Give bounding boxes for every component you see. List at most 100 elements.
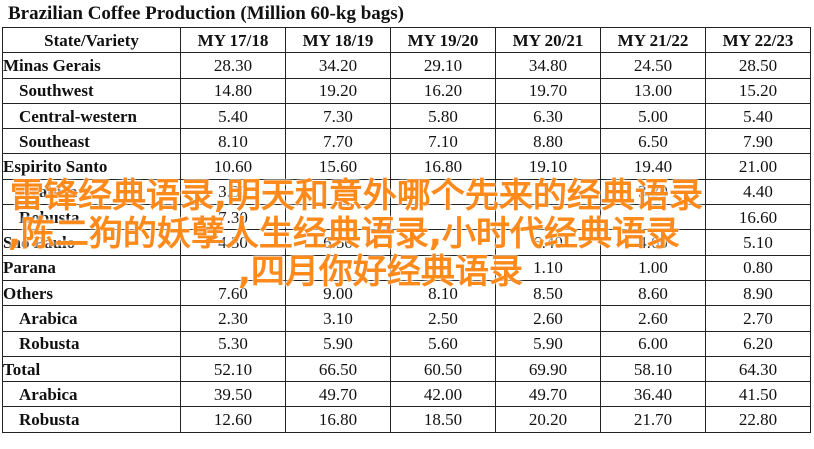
table-cell: 19.70 (495, 77, 601, 104)
table-cell: 7.30 (285, 102, 391, 130)
table-cell: 69.90 (495, 355, 601, 383)
table-row: Sao Paulo 4.30 6.50 6.40 4.60 5.10 (2, 229, 811, 256)
table-cell: 28.30 (180, 52, 286, 79)
table-cell: 1.00 (600, 254, 706, 281)
table-cell (390, 178, 496, 206)
table-cell: 5.90 (285, 330, 391, 357)
table-cell: 8.90 (705, 279, 811, 307)
table-cell: 28.50 (705, 52, 811, 79)
coffee-production-table: State/Variety MY 17/18 MY 18/19 MY 19/20… (2, 26, 811, 433)
table-cell: 8.80 (495, 128, 601, 155)
row-label: Southwest (2, 77, 181, 104)
table-cell: 10.60 (180, 153, 286, 180)
table-cell (495, 178, 601, 206)
table-cell: 49.70 (495, 381, 601, 408)
table-cell: 15.60 (285, 153, 391, 180)
table-cell: 52.10 (180, 355, 286, 383)
table-cell: 2.60 (600, 305, 706, 332)
watermark-text: ,四月你好经典语录 (238, 252, 523, 292)
table-cell: 3.10 (285, 305, 391, 332)
table-cell: 16.60 (705, 204, 811, 231)
column-header: MY 19/20 (390, 26, 496, 54)
table-cell: 6.30 (495, 102, 601, 130)
row-label: Robusta (2, 406, 181, 433)
table-cell: 3.30 (180, 178, 286, 206)
table-cell: 29.10 (390, 52, 496, 79)
table-cell (180, 254, 286, 281)
table-cell: 5.30 (180, 330, 286, 357)
table-row: Robusta 7.30 16.60 (2, 204, 811, 231)
table-cell: 9.00 (285, 279, 391, 307)
table-cell: 64.30 (705, 355, 811, 383)
table-row: Arabica 3.30 3.30 4.40 (2, 178, 811, 206)
table-cell: 7.30 (180, 204, 286, 231)
table-cell: 5.00 (600, 102, 706, 130)
column-header: State/Variety (2, 26, 181, 54)
table-cell: 39.50 (180, 381, 286, 408)
table-row: Robusta 12.60 16.80 18.50 20.20 21.70 22.80 (2, 406, 811, 433)
table-cell: 14.80 (180, 77, 286, 104)
table-cell: 21.70 (600, 406, 706, 433)
table-cell: 41.50 (705, 381, 811, 408)
table-cell: 60.50 (390, 355, 496, 383)
table-cell: 5.10 (705, 229, 811, 256)
table-row: Total 52.10 66.50 60.50 69.90 58.10 64.30 (2, 355, 811, 383)
table-cell: 49.70 (285, 381, 391, 408)
column-header: MY 17/18 (180, 26, 286, 54)
column-header: MY 20/21 (495, 26, 601, 54)
table-cell (600, 204, 706, 231)
table-cell: 21.00 (705, 153, 811, 180)
table-cell: 0.80 (705, 254, 811, 281)
table-cell: 2.70 (705, 305, 811, 332)
table-cell: 4.30 (180, 229, 286, 256)
table-cell: 66.50 (285, 355, 391, 383)
table-cell: 5.90 (495, 330, 601, 357)
table-cell: 16.80 (285, 406, 391, 433)
table-cell: 13.00 (600, 77, 706, 104)
table-cell: 6.40 (495, 229, 601, 256)
table-row: Southeast 8.10 7.70 7.10 8.80 6.50 7.90 (2, 128, 811, 155)
table-cell: 4.40 (705, 178, 811, 206)
table-cell: 6.00 (600, 330, 706, 357)
table-cell (285, 204, 391, 231)
table-row: Arabica 2.30 3.10 2.50 2.60 2.60 2.70 (2, 305, 811, 332)
table-row: Arabica 39.50 49.70 42.00 49.70 36.40 41.50 (2, 381, 811, 408)
table-cell: 19.40 (600, 153, 706, 180)
table-cell: 42.00 (390, 381, 496, 408)
table-cell: 36.40 (600, 381, 706, 408)
table-body: Minas Gerais 28.30 34.20 29.10 34.80 24.50 28.… (2, 52, 811, 433)
table-cell: 16.20 (390, 77, 496, 104)
table-cell: 6.50 (285, 229, 391, 256)
table-cell: 5.60 (390, 330, 496, 357)
table-cell: 8.60 (600, 279, 706, 307)
watermark-text: 雷锋经典语录,明天和意外哪个先来的经典语录 (10, 176, 703, 216)
column-header: MY 21/22 (600, 26, 706, 54)
table-cell: 6.20 (705, 330, 811, 357)
table-cell (285, 178, 391, 206)
table-cell: 34.80 (495, 52, 601, 79)
table-row: Central-western 5.40 7.30 5.80 6.30 5.00 5.40 (2, 102, 811, 130)
table-cell: 5.80 (390, 102, 496, 130)
table-title: Brazilian Coffee Production (Million 60-… (8, 3, 404, 24)
table-cell: 5.40 (180, 102, 286, 130)
column-header: MY 22/23 (705, 26, 811, 54)
table-cell (495, 204, 601, 231)
table-cell: 7.90 (705, 128, 811, 155)
table-cell: 34.20 (285, 52, 391, 79)
table-cell: 58.10 (600, 355, 706, 383)
table-row: Others 7.60 9.00 8.10 8.50 8.60 8.90 (2, 279, 811, 307)
row-label: Espirito Santo (2, 153, 181, 180)
row-label: Arabica (2, 305, 181, 332)
table-row: Robusta 5.30 5.90 5.60 5.90 6.00 6.20 (2, 330, 811, 357)
row-label: Arabica (2, 178, 181, 206)
table-cell: 8.50 (495, 279, 601, 307)
table-row: Espirito Santo 10.60 15.60 16.80 19.10 19.40 2… (2, 153, 811, 180)
table-cell: 1.10 (495, 254, 601, 281)
table-cell: 2.30 (180, 305, 286, 332)
column-header: MY 18/19 (285, 26, 391, 54)
table-cell: 8.10 (180, 128, 286, 155)
table-cell: 7.10 (390, 128, 496, 155)
table-cell: 2.50 (390, 305, 496, 332)
watermark-text: ,陈二狗的妖孽人生经典语录,小时代经典语录 (8, 214, 680, 254)
